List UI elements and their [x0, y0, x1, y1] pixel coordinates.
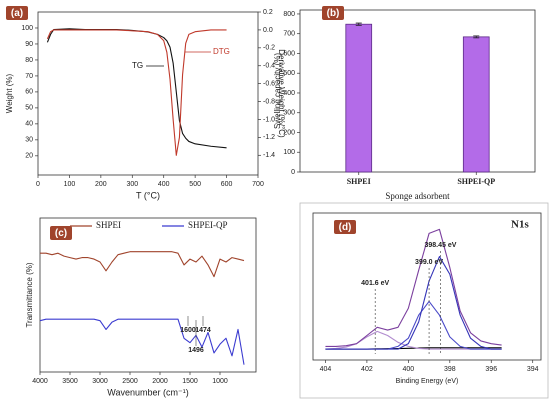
- x-tick-label: 3500: [62, 378, 78, 385]
- error-bar: [473, 35, 480, 39]
- series-label: TG: [132, 61, 143, 70]
- y-tick-label: 80: [25, 57, 33, 64]
- peak-label: 399.0 eV: [415, 259, 443, 266]
- series-line: [46, 29, 227, 156]
- y-tick-label: 60: [25, 89, 33, 96]
- y-tick-label: 500: [283, 70, 295, 77]
- spectrum-label: N1s: [511, 219, 529, 231]
- panel-label-box: [322, 6, 344, 20]
- y2-tick-label: -0.2: [263, 45, 275, 52]
- x-tick-label: 398: [444, 366, 456, 373]
- x-tick-label: 396: [485, 366, 497, 373]
- plot-frame: [312, 212, 542, 361]
- x-tick-label: 3000: [92, 378, 108, 385]
- bar: [345, 23, 373, 173]
- y2-tick-label: -1.0: [263, 116, 275, 123]
- x-tick-label: 1000: [212, 378, 228, 385]
- x-axis-label: Sponge adsorbent: [385, 191, 450, 201]
- peak-label: 1496: [188, 347, 204, 354]
- series-line: [325, 228, 502, 347]
- y-tick-label: 90: [25, 41, 33, 48]
- panel-frame: [299, 202, 549, 399]
- x-tick-label: 2000: [152, 378, 168, 385]
- panel-label-box: [50, 226, 72, 240]
- panel-label-box: [6, 6, 28, 20]
- y-tick-label: 40: [25, 121, 33, 128]
- y-tick-label: 100: [21, 25, 33, 32]
- x-tick-label: 400: [158, 181, 170, 188]
- x-axis-label: Wavenumber (cm⁻¹): [107, 387, 188, 397]
- x-tick-label: 404: [320, 366, 332, 373]
- y-tick-label: 70: [25, 73, 33, 80]
- y-tick-label: 100: [283, 149, 295, 156]
- x-tick-label: 0: [36, 181, 40, 188]
- peak-label: 1600: [180, 327, 196, 334]
- y-tick-label: 300: [283, 110, 295, 117]
- y2-axis-label: Derivative Weight (%/°C): [277, 49, 286, 138]
- y-tick-label: 400: [283, 90, 295, 97]
- y-tick-label: 50: [25, 105, 33, 112]
- y-tick-label: 800: [283, 11, 295, 18]
- x-tick-label: 1500: [182, 378, 198, 385]
- series-line: [325, 330, 502, 350]
- x-tick-label: SHPEI-QP: [457, 177, 495, 186]
- x-tick-label: 4000: [32, 378, 48, 385]
- y2-tick-label: -0.4: [263, 63, 275, 70]
- y2-tick-label: 0.0: [263, 27, 273, 34]
- x-axis-label: Binding Energy (eV): [396, 378, 459, 385]
- y2-tick-label: -0.8: [263, 98, 275, 105]
- plot-frame: [39, 217, 257, 373]
- x-tick-label: SHPEI: [347, 177, 371, 186]
- x-tick-label: 400: [403, 366, 415, 373]
- panel-label-box: [334, 220, 356, 234]
- panel-label: (d): [339, 222, 352, 233]
- y-tick-label: 20: [25, 153, 33, 160]
- series-line: [46, 28, 227, 149]
- x-tick-label: 2500: [122, 378, 138, 385]
- x-tick-label: 700: [252, 181, 264, 188]
- peak-label: 1474: [195, 327, 211, 334]
- panel-label: (c): [55, 228, 67, 239]
- x-tick-label: 300: [126, 181, 138, 188]
- x-tick-label: 394: [527, 366, 539, 373]
- legend-label: SHPEI: [96, 220, 121, 230]
- y2-tick-label: -1.2: [263, 134, 275, 141]
- series-line: [39, 318, 245, 365]
- y-axis-label: Swelling capacity (%): [273, 53, 282, 129]
- peak-label: 398.45 eV: [425, 242, 457, 249]
- panel-label: (a): [11, 8, 23, 19]
- series-line: [40, 251, 245, 278]
- x-tick-label: 100: [64, 181, 76, 188]
- panel-label: (b): [327, 8, 340, 19]
- bar: [462, 36, 490, 173]
- x-tick-label: 200: [95, 181, 107, 188]
- error-bar: [355, 22, 362, 26]
- y-tick-label: 200: [283, 129, 295, 136]
- series-label: DTG: [213, 47, 230, 56]
- y-tick-label: 600: [283, 50, 295, 57]
- y-axis-label: Transmittance (%): [25, 262, 34, 327]
- plot-frame: [37, 11, 259, 176]
- y2-tick-label: -1.4: [263, 152, 275, 159]
- y-tick-label: 700: [283, 31, 295, 38]
- x-tick-label: 500: [189, 181, 201, 188]
- plot-frame: [299, 9, 536, 173]
- y2-tick-label: 0.2: [263, 9, 273, 16]
- x-tick-label: 600: [221, 181, 233, 188]
- y2-tick-label: -0.6: [263, 80, 275, 87]
- y-tick-label: 0: [291, 169, 295, 176]
- x-axis-label: T (°C): [136, 190, 160, 200]
- legend-label: SHPEI-QP: [188, 220, 228, 230]
- peak-label: 401.6 eV: [361, 280, 389, 287]
- x-tick-label: 402: [361, 366, 373, 373]
- y-tick-label: 30: [25, 137, 33, 144]
- series-line: [325, 256, 502, 350]
- y-axis-label: Weight (%): [5, 73, 14, 113]
